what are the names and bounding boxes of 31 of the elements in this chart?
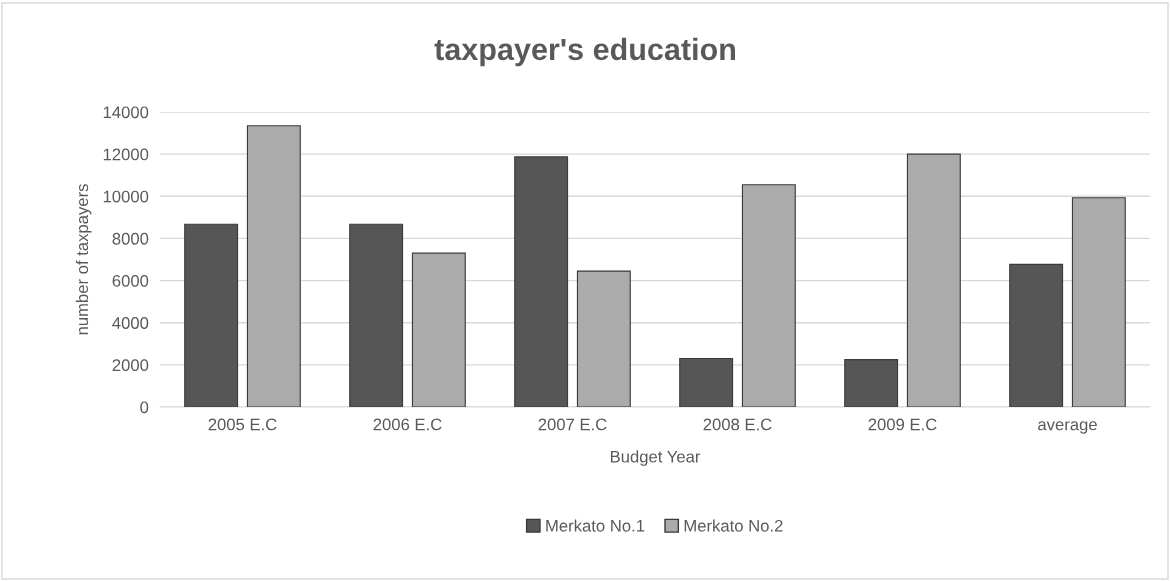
bar [411, 252, 466, 407]
x-tick-label: 2006 E.C [373, 418, 442, 431]
bar [184, 223, 239, 407]
bar [906, 153, 961, 407]
chart-title: taxpayer's education [434, 37, 735, 67]
y-tick-label: 14000 [103, 106, 149, 119]
y-axis-title: number of taxpayers [75, 184, 92, 335]
y-tick-label: 8000 [112, 232, 149, 245]
bar [246, 125, 301, 407]
legend-label: Merkato No.1 [546, 519, 645, 532]
bar [679, 357, 734, 407]
bar [349, 223, 404, 407]
bar [741, 184, 796, 407]
y-tick-label: 4000 [112, 317, 149, 329]
y-tick-label: 0 [140, 401, 149, 414]
x-tick-label: 2007 E.C [538, 418, 607, 431]
x-tick-label: 2008 E.C [703, 418, 772, 431]
x-tick-label: average [1038, 421, 1097, 434]
bar [576, 270, 631, 407]
bar [1009, 263, 1064, 407]
x-tick-label: 2005 E.C [208, 418, 277, 431]
x-tick-label: 2009 E.C [868, 418, 937, 431]
y-tick-label: 10000 [103, 190, 149, 203]
legend-label: Merkato No.2 [684, 519, 783, 532]
bar [844, 359, 899, 407]
x-axis-title: Budget Year [610, 450, 701, 466]
y-tick-label: 2000 [112, 359, 149, 372]
y-tick-label: 6000 [112, 274, 149, 287]
y-tick-label: 12000 [103, 148, 149, 161]
bar [514, 156, 569, 407]
bar [1071, 197, 1126, 407]
